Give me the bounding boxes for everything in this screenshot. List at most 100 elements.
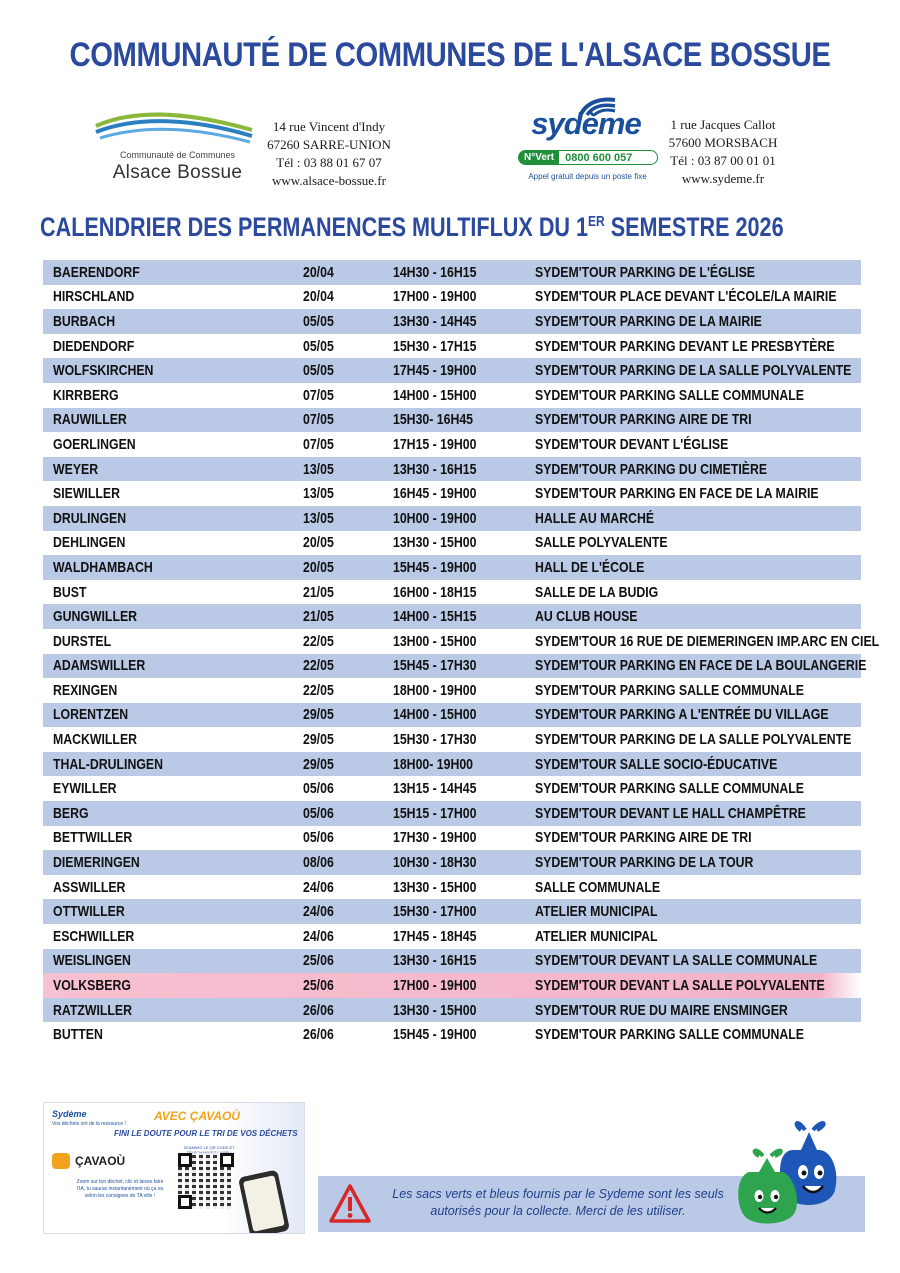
table-row: WOLFSKIRCHEN 05/05 17H45 - 19H00 SYDEM'TOUR…	[43, 358, 861, 383]
table-row: ASSWILLER 24/06 13H30 - 15H00 SALLE COMMUNA…	[43, 875, 861, 900]
cavaou-promo: Sydème Vos déchets ont de la ressource !…	[43, 1102, 305, 1234]
date-cell: 20/04	[303, 288, 334, 306]
place-cell: SYDEM'TOUR PARKING DEVANT LE PRESBYTÈRE	[535, 337, 835, 355]
town-cell: KIRRBERG	[53, 386, 119, 404]
time-cell: 13H15 - 14H45	[393, 780, 477, 798]
place-cell: SYDEM'TOUR PARKING SALLE COMMUNALE	[535, 1026, 804, 1044]
town-cell: LORENTZEN	[53, 706, 129, 724]
section-title-sup: ER	[588, 213, 605, 230]
town-cell: WALDHAMBACH	[53, 558, 153, 576]
date-cell: 08/06	[303, 854, 334, 872]
date-cell: 13/05	[303, 460, 334, 478]
time-cell: 13H30 - 16H15	[393, 952, 477, 970]
table-row: MACKWILLER 29/05 15H30 - 17H30 SYDEM'TOUR P…	[43, 727, 861, 752]
numero-vert-tag: N°Vert	[519, 151, 560, 164]
date-cell: 22/05	[303, 681, 334, 699]
cavaou-subline: FINI LE DOUTE POUR LE TRI DE VOS DÉCHETS	[114, 1129, 298, 1138]
ccab-website: www.alsace-bossue.fr	[272, 173, 386, 188]
town-cell: THAL-DRULINGEN	[53, 755, 164, 773]
table-row: EYWILLER 05/06 13H15 - 14H45 SYDEM'TOUR PAR…	[43, 776, 861, 801]
town-cell: RATZWILLER	[53, 1001, 133, 1019]
place-cell: HALL DE L'ÉCOLE	[535, 558, 645, 576]
place-cell: SYDEM'TOUR PARKING AIRE DE TRI	[535, 411, 752, 429]
time-cell: 15H30 - 17H15	[393, 337, 477, 355]
cavaou-sydeme-logo: Sydème	[52, 1109, 87, 1119]
time-cell: 17H00 - 19H00	[393, 288, 477, 306]
town-cell: DRULINGEN	[53, 509, 127, 527]
place-cell: SALLE COMMUNALE	[535, 878, 661, 896]
table-row: ADAMSWILLER 22/05 15H45 - 17H30 SYDEM'TOUR …	[43, 653, 866, 679]
date-cell: 25/06	[303, 977, 334, 995]
ccab-swoosh-icon	[95, 112, 253, 144]
time-cell: 13H00 - 15H00	[393, 632, 477, 650]
table-row: BERG 05/06 15H15 - 17H00 SYDEM'TOUR DEVANT …	[43, 801, 861, 826]
place-cell: SALLE POLYVALENTE	[535, 534, 668, 552]
town-cell: RAUWILLER	[53, 411, 127, 429]
table-row: DIEDENDORF 05/05 15H30 - 17H15 SYDEM'TOUR P…	[43, 334, 861, 359]
town-cell: EYWILLER	[53, 780, 117, 798]
time-cell: 15H30 - 17H00	[393, 903, 477, 921]
place-cell: SYDEM'TOUR PARKING DE LA SALLE POLYVALEN…	[535, 731, 852, 749]
time-cell: 17H30 - 19H00	[393, 829, 477, 847]
place-cell: ATELIER MUNICIPAL	[535, 903, 658, 921]
town-cell: BUST	[53, 583, 87, 601]
time-cell: 16H45 - 19H00	[393, 485, 477, 503]
date-cell: 05/06	[303, 804, 334, 822]
table-row: BURBACH 05/05 13H30 - 14H45 SYDEM'TOUR PARK…	[43, 309, 861, 334]
date-cell: 05/05	[303, 312, 334, 330]
sydeme-logo: sydème N°Vert 0800 600 057 Appel gratuit…	[515, 94, 660, 189]
table-row: DEHLINGEN 20/05 13H30 - 15H00 SALLE POLYVAL…	[43, 531, 861, 556]
table-row: WALDHAMBACH 20/05 15H45 - 19H00 HALL DE L'É…	[43, 555, 861, 580]
place-cell: SYDEM'TOUR PARKING DE LA TOUR	[535, 854, 754, 872]
town-cell: WOLFSKIRCHEN	[53, 362, 154, 380]
sydeme-address: 1 rue Jacques Callot 57600 MORSBACH Tél …	[660, 116, 786, 188]
time-cell: 14H00 - 15H15	[393, 608, 477, 626]
table-row: WEISLINGEN 25/06 13H30 - 16H15 SYDEM'TOUR D…	[43, 948, 861, 974]
time-cell: 15H45 - 19H00	[393, 1026, 477, 1044]
town-cell: MACKWILLER	[53, 731, 138, 749]
time-cell: 13H30 - 16H15	[393, 460, 477, 478]
town-cell: BETTWILLER	[53, 829, 133, 847]
sydeme-phone: Tél : 03 87 00 01 01	[670, 153, 776, 168]
time-cell: 13H30 - 14H45	[393, 312, 477, 330]
date-cell: 24/06	[303, 927, 334, 945]
town-cell: WEYER	[53, 460, 99, 478]
time-cell: 14H30 - 16H15	[393, 263, 477, 281]
table-row: GOERLINGEN 07/05 17H15 - 19H00 SYDEM'TOUR D…	[43, 432, 861, 457]
section-title: CALENDRIER DES PERMANENCES MULTIFLUX DU …	[40, 212, 784, 243]
table-row: BAERENDORF 20/04 14H30 - 16H15 SYDEM'TOUR P…	[43, 260, 861, 285]
date-cell: 21/05	[303, 608, 334, 626]
table-row: DIEMERINGEN 08/06 10H30 - 18H30 SYDEM'TOUR …	[43, 850, 861, 875]
time-cell: 15H45 - 19H00	[393, 558, 477, 576]
place-cell: SYDEM'TOUR PARKING DE LA SALLE POLYVALEN…	[535, 362, 852, 380]
table-row: RATZWILLER 26/06 13H30 - 15H00 SYDEM'TOUR R…	[43, 997, 861, 1023]
time-cell: 17H15 - 19H00	[393, 435, 477, 453]
table-row: BETTWILLER 05/06 17H30 - 19H00 SYDEM'TOUR P…	[43, 826, 861, 851]
town-cell: ESCHWILLER	[53, 927, 135, 945]
numero-vert-number: 0800 600 057	[565, 151, 633, 164]
sydeme-city: 57600 MORSBACH	[668, 135, 778, 150]
ccab-logo-subtitle: Communauté de Communes	[119, 150, 236, 160]
place-cell: HALLE AU MARCHÉ	[535, 509, 655, 527]
place-cell: SALLE DE LA BUDIG	[535, 583, 659, 601]
numero-vert-badge: N°Vert 0800 600 057	[518, 150, 658, 165]
table-row: SIEWILLER 13/05 16H45 - 19H00 SYDEM'TOUR PA…	[43, 481, 861, 506]
date-cell: 21/05	[303, 583, 334, 601]
table-row: THAL-DRULINGEN 29/05 18H00- 19H00 SYDEM'TOU…	[43, 751, 861, 777]
warning-icon	[329, 1184, 371, 1223]
time-cell: 15H30 - 17H30	[393, 731, 477, 749]
time-cell: 17H45 - 18H45	[393, 927, 477, 945]
date-cell: 25/06	[303, 952, 334, 970]
place-cell: SYDEM'TOUR PARKING SALLE COMMUNALE	[535, 386, 804, 404]
cavaou-note: Zoom sur ton déchet, clic et laisse fair…	[76, 1179, 164, 1199]
place-cell: SYDEM'TOUR 16 RUE DE DIEMERINGEN IMP.ARC…	[535, 632, 880, 650]
time-cell: 15H45 - 17H30	[393, 657, 477, 675]
town-cell: BERG	[53, 804, 89, 822]
place-cell: SYDEM'TOUR PARKING A L'ENTRÉE DU VILLAGE	[535, 706, 829, 724]
time-cell: 13H30 - 15H00	[393, 878, 477, 896]
place-cell: SYDEM'TOUR DEVANT LA SALLE COMMUNALE	[535, 952, 818, 970]
town-cell: ADAMSWILLER	[53, 657, 146, 675]
town-cell: DIEDENDORF	[53, 337, 135, 355]
date-cell: 13/05	[303, 509, 334, 527]
place-cell: SYDEM'TOUR PARKING DE L'ÉGLISE	[535, 263, 755, 281]
